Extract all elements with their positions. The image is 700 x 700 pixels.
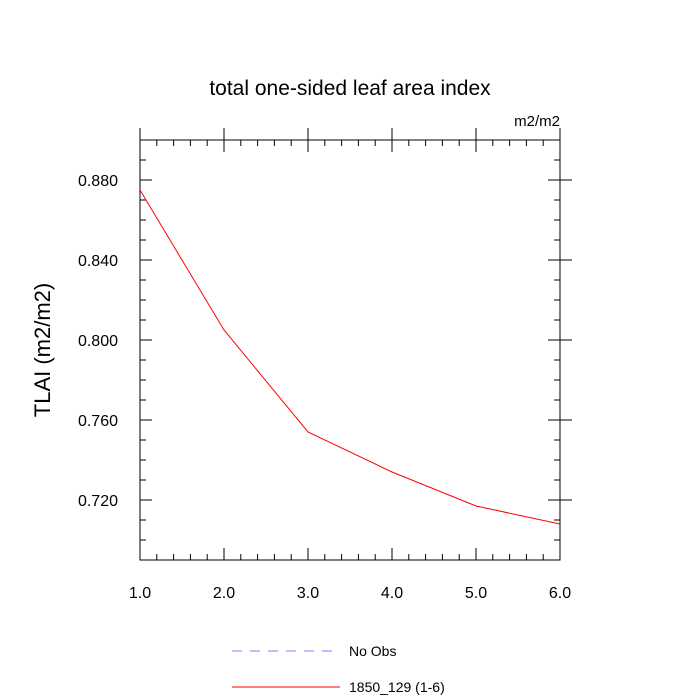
x-tick-label: 1.0 — [129, 585, 151, 602]
x-tick-label: 2.0 — [213, 585, 235, 602]
legend-entry-label: 1850_129 (1-6) — [349, 679, 445, 695]
legend-entry-label: No Obs — [349, 643, 396, 659]
axis-tick-labels: 1.0 2.0 3.0 4.0 5.0 6.0 0.720 0.760 0.800 0.840 0.… — [78, 173, 571, 602]
y-tick-label: 0.840 — [78, 253, 118, 270]
series-line — [139, 189, 561, 525]
x-tick-label: 6.0 — [549, 585, 571, 602]
x-tick-label: 3.0 — [297, 585, 319, 602]
y-tick-label: 0.880 — [78, 173, 118, 190]
plot-frame — [139, 139, 561, 561]
x-tick-label: 5.0 — [465, 585, 487, 602]
y-tick-label: 0.800 — [78, 333, 118, 350]
legend: No Obs 1850_129 (1-6) — [232, 643, 445, 695]
y-tick-label: 0.760 — [78, 413, 118, 430]
y-tick-label: 0.720 — [78, 493, 118, 510]
series-lines — [139, 189, 561, 525]
x-tick-label: 4.0 — [381, 585, 403, 602]
axis-ticks — [139, 128, 572, 560]
units-label: m2/m2 — [514, 113, 560, 130]
y-axis-label: TLAI (m2/m2) — [30, 283, 55, 417]
chart-title: total one-sided leaf area index — [209, 77, 491, 100]
